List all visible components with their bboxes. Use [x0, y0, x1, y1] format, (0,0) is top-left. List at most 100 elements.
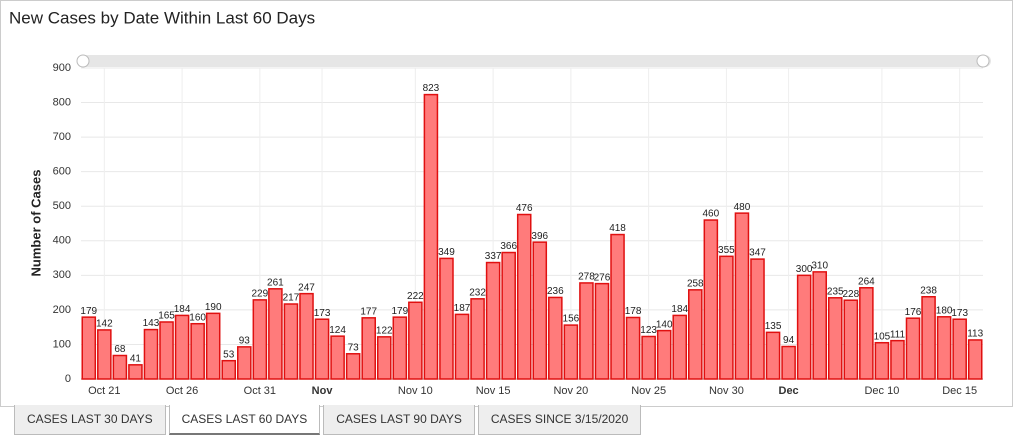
x-tick-label: Nov 10	[398, 385, 433, 397]
bar	[579, 282, 594, 380]
bar	[672, 314, 688, 380]
bar	[874, 341, 890, 380]
value-label: 165	[158, 311, 175, 322]
y-tick-label: 200	[53, 304, 71, 316]
bar	[283, 303, 299, 380]
bar	[423, 93, 439, 380]
bar	[174, 314, 190, 380]
bar	[252, 299, 268, 380]
panel: New Cases by Date Within Last 60 Days Nu…	[0, 0, 1013, 407]
tab[interactable]: CASES LAST 60 DAYS	[168, 405, 321, 435]
value-label: 264	[858, 276, 875, 287]
y-tick-label: 800	[53, 96, 71, 108]
y-axis-label: Number of Cases	[28, 170, 43, 277]
value-label: 160	[189, 312, 206, 323]
value-label: 337	[485, 251, 502, 262]
value-label: 156	[563, 314, 580, 325]
x-tick-label: Dec	[779, 385, 799, 397]
y-tick-label: 600	[53, 166, 71, 178]
value-label: 261	[267, 277, 284, 288]
scroll-handle[interactable]	[76, 54, 90, 68]
value-label: 460	[703, 209, 720, 220]
bar	[641, 335, 656, 380]
value-label: 180	[936, 305, 953, 316]
value-label: 113	[967, 329, 983, 340]
bar	[548, 296, 563, 380]
value-label: 143	[143, 318, 160, 329]
bar	[330, 335, 345, 380]
scroll-bar[interactable]	[79, 55, 991, 67]
bar	[97, 329, 112, 380]
bar	[921, 296, 936, 380]
value-label: 173	[314, 308, 331, 319]
value-label: 480	[734, 202, 751, 213]
chart-title: New Cases by Date Within Last 60 Days	[9, 8, 315, 27]
value-label: 53	[223, 349, 235, 360]
bar	[376, 336, 392, 380]
bar	[221, 359, 237, 380]
value-label: 179	[80, 306, 97, 317]
value-label: 310	[811, 261, 828, 272]
x-tick-label: Nov 25	[631, 385, 666, 397]
value-label: 93	[239, 336, 251, 347]
bar	[688, 289, 703, 380]
value-label: 176	[905, 307, 922, 318]
bar	[812, 271, 827, 380]
tab[interactable]: CASES LAST 90 DAYS	[323, 405, 475, 435]
value-label: 236	[547, 286, 564, 297]
bar	[190, 322, 205, 380]
tab[interactable]: CASES SINCE 3/15/2020	[477, 405, 642, 435]
value-label: 135	[765, 321, 782, 332]
x-tick-label: Oct 21	[88, 385, 120, 397]
value-label: 105	[874, 331, 891, 342]
value-label: 396	[531, 231, 548, 242]
value-label: 124	[329, 325, 346, 336]
value-label: 232	[469, 287, 486, 298]
value-label: 258	[687, 278, 704, 289]
value-label: 68	[114, 344, 126, 355]
value-label: 123	[640, 325, 657, 336]
bar	[501, 251, 516, 380]
bar	[516, 213, 532, 380]
value-label: 276	[594, 272, 611, 283]
bar	[594, 282, 610, 380]
bar	[765, 331, 781, 380]
x-tick-label: Oct 26	[166, 385, 198, 397]
value-label: 41	[130, 353, 142, 364]
x-tick-label: Nov 15	[476, 385, 511, 397]
value-label: 300	[796, 264, 813, 275]
bar	[112, 354, 128, 380]
x-tick-label: Oct 31	[244, 385, 276, 397]
bar	[719, 255, 734, 380]
bar	[905, 317, 921, 380]
bar	[408, 301, 423, 380]
bar	[967, 339, 983, 380]
bar	[843, 299, 859, 380]
value-label: 179	[391, 306, 408, 317]
value-label: 217	[283, 293, 300, 304]
value-label: 190	[205, 302, 222, 313]
chart: New Cases by Date Within Last 60 Days Nu…	[9, 8, 991, 397]
value-label: 366	[500, 241, 517, 252]
value-label: 173	[951, 308, 968, 319]
bar	[392, 316, 408, 380]
bar	[81, 316, 97, 380]
value-label: 187	[454, 303, 471, 314]
bar	[656, 329, 672, 380]
tab[interactable]: CASES LAST 30 DAYS	[14, 405, 166, 435]
value-label: 142	[96, 319, 113, 330]
bar	[827, 297, 843, 380]
bar	[470, 298, 485, 380]
value-label: 184	[174, 304, 191, 315]
value-label: 235	[827, 286, 844, 297]
y-tick-label: 900	[53, 62, 71, 74]
value-label: 349	[438, 247, 455, 258]
value-label: 823	[423, 83, 440, 94]
x-tick-label: Nov	[312, 385, 334, 397]
scroll-handle[interactable]	[976, 54, 990, 68]
bar	[936, 316, 952, 380]
y-tick-label: 700	[53, 131, 71, 143]
value-label: 111	[890, 329, 906, 340]
x-tick-label: Nov 20	[553, 385, 588, 397]
